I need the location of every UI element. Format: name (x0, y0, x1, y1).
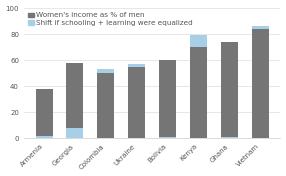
Bar (252, 26, 269, 29)
Bar (35, 89, 53, 136)
Bar (128, 67, 145, 138)
Bar (128, 64, 145, 67)
Bar (221, 42, 238, 137)
Legend: Women's income as % of men, Shift if schooling + learning were equalized: Women's income as % of men, Shift if sch… (27, 12, 194, 27)
Bar (252, 29, 269, 138)
Bar (66, 128, 84, 138)
Bar (35, 136, 53, 138)
Bar (97, 73, 114, 138)
Bar (159, 137, 176, 138)
Bar (97, 69, 114, 73)
Bar (221, 137, 238, 138)
Bar (190, 35, 207, 47)
Bar (190, 47, 207, 138)
Bar (159, 60, 176, 137)
Bar (66, 63, 84, 128)
